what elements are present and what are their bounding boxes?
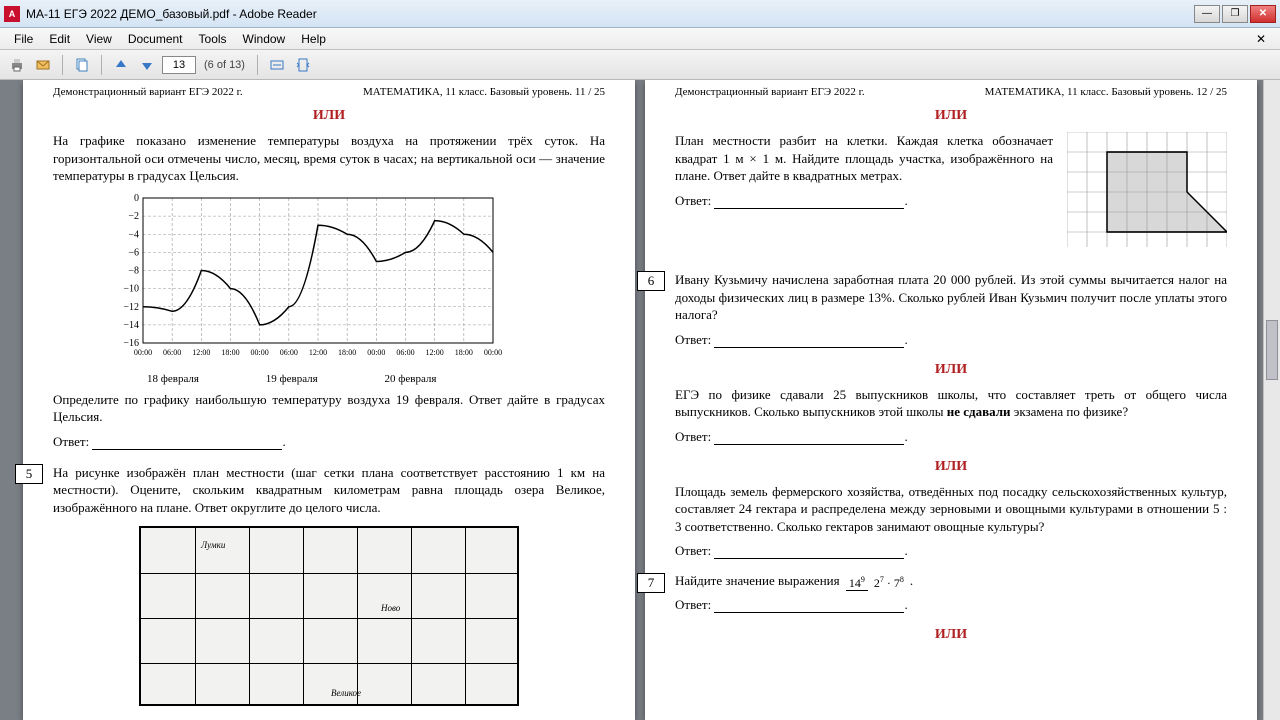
- problem-text: ЕГЭ по физике сдавали 25 выпускников шко…: [675, 386, 1227, 421]
- toolbar: (6 of 13): [0, 50, 1280, 80]
- svg-text:−6: −6: [128, 247, 139, 258]
- fraction: 149 27 · 78: [846, 576, 907, 589]
- answer-line: Ответ: .: [675, 597, 1227, 613]
- vertical-scrollbar[interactable]: [1263, 80, 1280, 720]
- svg-text:−14: −14: [123, 320, 139, 331]
- minimize-button[interactable]: —: [1194, 5, 1220, 23]
- problem-7-text: Найдите значение выражения 149 27 · 78 .: [675, 573, 1227, 589]
- question-number-6: 6: [637, 271, 665, 291]
- answer-line: Ответ: .: [53, 434, 605, 450]
- svg-text:06:00: 06:00: [280, 348, 298, 357]
- print-icon[interactable]: [6, 54, 28, 76]
- svg-text:12:00: 12:00: [192, 348, 210, 357]
- menu-view[interactable]: View: [78, 30, 120, 48]
- menu-document[interactable]: Document: [120, 30, 191, 48]
- pages-icon[interactable]: [71, 54, 93, 76]
- grid-shape-figure: [1067, 132, 1227, 251]
- problem-6-text: Ивану Кузьмичу начислена заработная плат…: [675, 271, 1227, 324]
- answer-line: Ответ: .: [675, 429, 1227, 445]
- doc-close-icon[interactable]: ✕: [1248, 30, 1274, 48]
- problem-text: На графике показано изменение температур…: [53, 132, 605, 185]
- title-bar: A МА-11 ЕГЭ 2022 ДЕМО_базовый.pdf - Adob…: [0, 0, 1280, 28]
- svg-text:−12: −12: [123, 301, 139, 312]
- svg-text:12:00: 12:00: [309, 348, 327, 357]
- menu-help[interactable]: Help: [293, 30, 334, 48]
- svg-text:−4: −4: [128, 229, 139, 240]
- svg-text:−2: −2: [128, 211, 139, 222]
- page-up-icon[interactable]: [110, 54, 132, 76]
- page-count-label: (6 of 13): [200, 59, 249, 71]
- problem-5-text: На рисунке изображён план местности (шаг…: [53, 464, 605, 517]
- ili-heading: ИЛИ: [53, 108, 605, 124]
- menu-file[interactable]: File: [6, 30, 41, 48]
- svg-text:06:00: 06:00: [163, 348, 181, 357]
- scrollbar-thumb[interactable]: [1266, 320, 1278, 380]
- svg-text:06:00: 06:00: [396, 348, 414, 357]
- svg-text:12:00: 12:00: [426, 348, 444, 357]
- problem-question: Определите по графику наибольшую темпера…: [53, 391, 605, 426]
- pdf-page-left: Демонстрационный вариант ЕГЭ 2022 г. МАТ…: [23, 80, 635, 720]
- ili-heading: ИЛИ: [675, 362, 1227, 378]
- page-header-left: Демонстрационный вариант ЕГЭ 2022 г.: [675, 86, 865, 98]
- page-down-icon[interactable]: [136, 54, 158, 76]
- page-header-right: МАТЕМАТИКА, 11 класс. Базовый уровень. 1…: [985, 86, 1227, 98]
- svg-text:0: 0: [134, 193, 139, 204]
- page-number-input[interactable]: [162, 56, 196, 74]
- menu-tools[interactable]: Tools: [191, 30, 235, 48]
- answer-line: Ответ: .: [675, 332, 1227, 348]
- window-title: МА-11 ЕГЭ 2022 ДЕМО_базовый.pdf - Adobe …: [26, 7, 1194, 21]
- question-number-7: 7: [637, 573, 665, 593]
- svg-text:00:00: 00:00: [134, 348, 152, 357]
- maximize-button[interactable]: ❐: [1222, 5, 1248, 23]
- pdf-page-right: Демонстрационный вариант ЕГЭ 2022 г. МАТ…: [645, 80, 1257, 720]
- svg-text:18:00: 18:00: [338, 348, 356, 357]
- svg-text:00:00: 00:00: [367, 348, 385, 357]
- svg-text:00:00: 00:00: [251, 348, 269, 357]
- page-header-right: МАТЕМАТИКА, 11 класс. Базовый уровень. 1…: [363, 86, 605, 98]
- svg-text:00:00: 00:00: [484, 348, 502, 357]
- fit-width-icon[interactable]: [266, 54, 288, 76]
- document-area: Демонстрационный вариант ЕГЭ 2022 г. МАТ…: [0, 80, 1280, 720]
- ili-heading: ИЛИ: [675, 459, 1227, 475]
- ili-heading: ИЛИ: [675, 627, 1227, 643]
- close-button[interactable]: ✕: [1250, 5, 1276, 23]
- menu-bar: File Edit View Document Tools Window Hel…: [0, 28, 1280, 50]
- svg-text:18:00: 18:00: [455, 348, 473, 357]
- temperature-chart: 0−2−4−6−8−10−12−14−1600:0006:0012:0018:0…: [113, 193, 605, 367]
- fit-page-icon[interactable]: [292, 54, 314, 76]
- ili-heading: ИЛИ: [675, 108, 1227, 124]
- menu-window[interactable]: Window: [235, 30, 294, 48]
- app-icon: A: [4, 6, 20, 22]
- map-figure: Лумки Ново Великое: [139, 526, 519, 706]
- svg-text:18:00: 18:00: [221, 348, 239, 357]
- svg-text:−8: −8: [128, 265, 139, 276]
- svg-text:−10: −10: [123, 283, 139, 294]
- problem-text: Площадь земель фермерского хозяйства, от…: [675, 483, 1227, 536]
- chart-dates: 18 февраля 19 февраля 20 февраля: [115, 373, 605, 385]
- page-header-left: Демонстрационный вариант ЕГЭ 2022 г.: [53, 86, 243, 98]
- menu-edit[interactable]: Edit: [41, 30, 78, 48]
- email-icon[interactable]: [32, 54, 54, 76]
- question-number-5: 5: [15, 464, 43, 484]
- answer-line: Ответ: .: [675, 543, 1227, 559]
